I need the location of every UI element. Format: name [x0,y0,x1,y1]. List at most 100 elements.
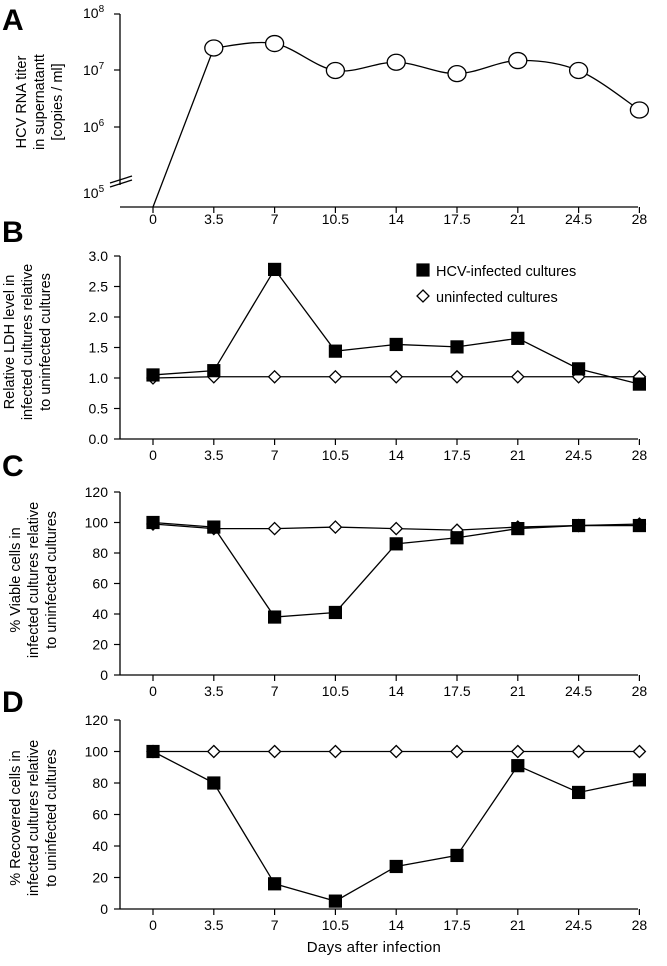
square-marker [389,859,403,874]
x-tick-label: 28 [632,211,648,227]
y-tick-label: 20 [92,870,108,886]
square-marker [632,377,647,391]
square-marker [632,773,647,787]
panel-d-ylabel-line-3: to uninfected cultures [44,749,60,887]
x-tick-label: 10.5 [322,211,349,227]
panel-c: C % Viable cells in infected cultures re… [2,450,647,699]
y-tick-label: 2.0 [89,309,109,325]
y-tick-exp: 7 [99,61,105,72]
circle-marker [629,101,650,119]
panel-c-x-ticks [152,675,641,681]
y-tick-exp: 8 [99,4,105,15]
x-tick-label: 7 [271,211,279,227]
legend-square-marker [416,263,430,277]
x-tick-label: 17.5 [443,917,470,933]
square-marker [328,605,342,620]
x-tick-label: 0 [149,447,157,463]
circle-marker [264,34,285,53]
square-marker [146,744,160,759]
panel-d-x-ticks [152,909,641,915]
panel-a-ylabel-line-3: [copies / ml] [50,63,66,140]
legend-diamond-marker [416,289,430,303]
panel-d: D % Recovered cells in infected cultures… [2,686,647,956]
panel-b-ylabel-line-3: to uninfected cultures [38,273,54,411]
diamond-marker [510,369,525,384]
square-marker [146,368,160,382]
legend-label-infected: HCV-infected cultures [436,264,576,280]
y-tick-label: 0.5 [89,401,109,417]
panel-d-y-ticks [114,719,120,910]
diamond-marker [206,744,221,759]
y-tick-label: 1.0 [89,370,109,386]
square-marker [389,537,403,551]
y-tick-label: 0 [100,901,108,917]
panel-c-y-ticks [114,491,120,676]
y-tick-label: 80 [92,545,108,561]
y-tick-base: 10 [83,62,99,78]
circle-marker [447,64,467,83]
y-tick-label: 100 [85,515,109,531]
square-marker [207,520,221,534]
circle-marker [325,61,346,80]
y-tick-label: 105 [83,184,105,201]
x-axis-title: Days after infection [307,939,441,956]
diamond-marker [328,744,343,759]
x-tick-label: 10.5 [322,683,349,699]
diamond-marker [389,369,404,384]
square-marker [571,518,586,533]
x-tick-label: 24.5 [565,917,592,933]
square-marker [450,531,464,545]
x-tick-label: 0 [149,917,157,933]
panel-d-y-tick-labels: 0 20 40 60 80 100 120 [85,712,109,917]
x-tick-label: 10.5 [322,917,349,933]
panel-a-y-tick-labels: 108 107 106 105 [83,4,105,201]
square-marker [511,331,525,345]
panel-a-ylabel-line-1: HCV RNA titer [14,56,30,149]
x-tick-label: 14 [388,683,404,699]
x-tick-label: 17.5 [443,447,470,463]
x-tick-label: 3.5 [204,683,224,699]
square-marker [511,759,525,773]
x-tick-label: 14 [388,211,404,227]
y-tick-label: 100 [85,744,109,760]
y-tick-label: 108 [83,4,105,21]
square-marker [571,785,586,800]
diamond-marker [267,521,282,536]
square-marker [268,877,282,891]
square-marker [450,340,464,354]
x-tick-label: 7 [271,917,279,933]
panel-d-letter: D [2,686,24,719]
panel-b-letter: B [2,216,24,249]
panel-c-series [146,515,647,624]
x-tick-label: 17.5 [443,683,470,699]
panel-a-ylabel-line-2: in supernatantt [32,54,48,150]
panel-d-x-tick-labels: 0 3.5 7 10.5 14 17.5 21 24.5 28 [149,917,647,933]
x-tick-label: 7 [271,447,279,463]
x-tick-label: 28 [632,917,648,933]
x-tick-label: 21 [510,917,526,933]
panel-b-legend: HCV-infected cultures uninfected culture… [416,263,576,306]
y-tick-label: 80 [92,775,108,791]
panel-d-ylabel-line-1: % Recovered cells in [8,750,24,885]
x-tick-label: 10.5 [322,447,349,463]
x-tick-label: 21 [510,211,526,227]
square-marker [450,848,464,863]
series-line-0 [152,750,640,902]
diamond-marker [389,744,404,759]
panel-a-x-tick-labels: 0 3.5 7 10.5 14 17.5 21 24.5 28 [149,211,647,227]
square-marker [328,344,342,358]
panel-c-ylabel-line-3: to uninfected cultures [44,511,60,649]
panel-a-letter: A [2,4,24,37]
circle-marker [386,53,406,71]
y-tick-label: 20 [92,637,108,653]
circle-marker [204,39,224,57]
y-tick-label: 60 [92,576,108,592]
y-tick-label: 0.0 [89,431,109,447]
square-marker [268,262,282,277]
y-tick-base: 10 [83,5,99,21]
diamond-marker [328,520,343,534]
x-tick-label: 21 [510,683,526,699]
y-tick-label: 1.5 [89,340,109,356]
diamond-marker [450,744,464,759]
diamond-marker [267,369,282,384]
